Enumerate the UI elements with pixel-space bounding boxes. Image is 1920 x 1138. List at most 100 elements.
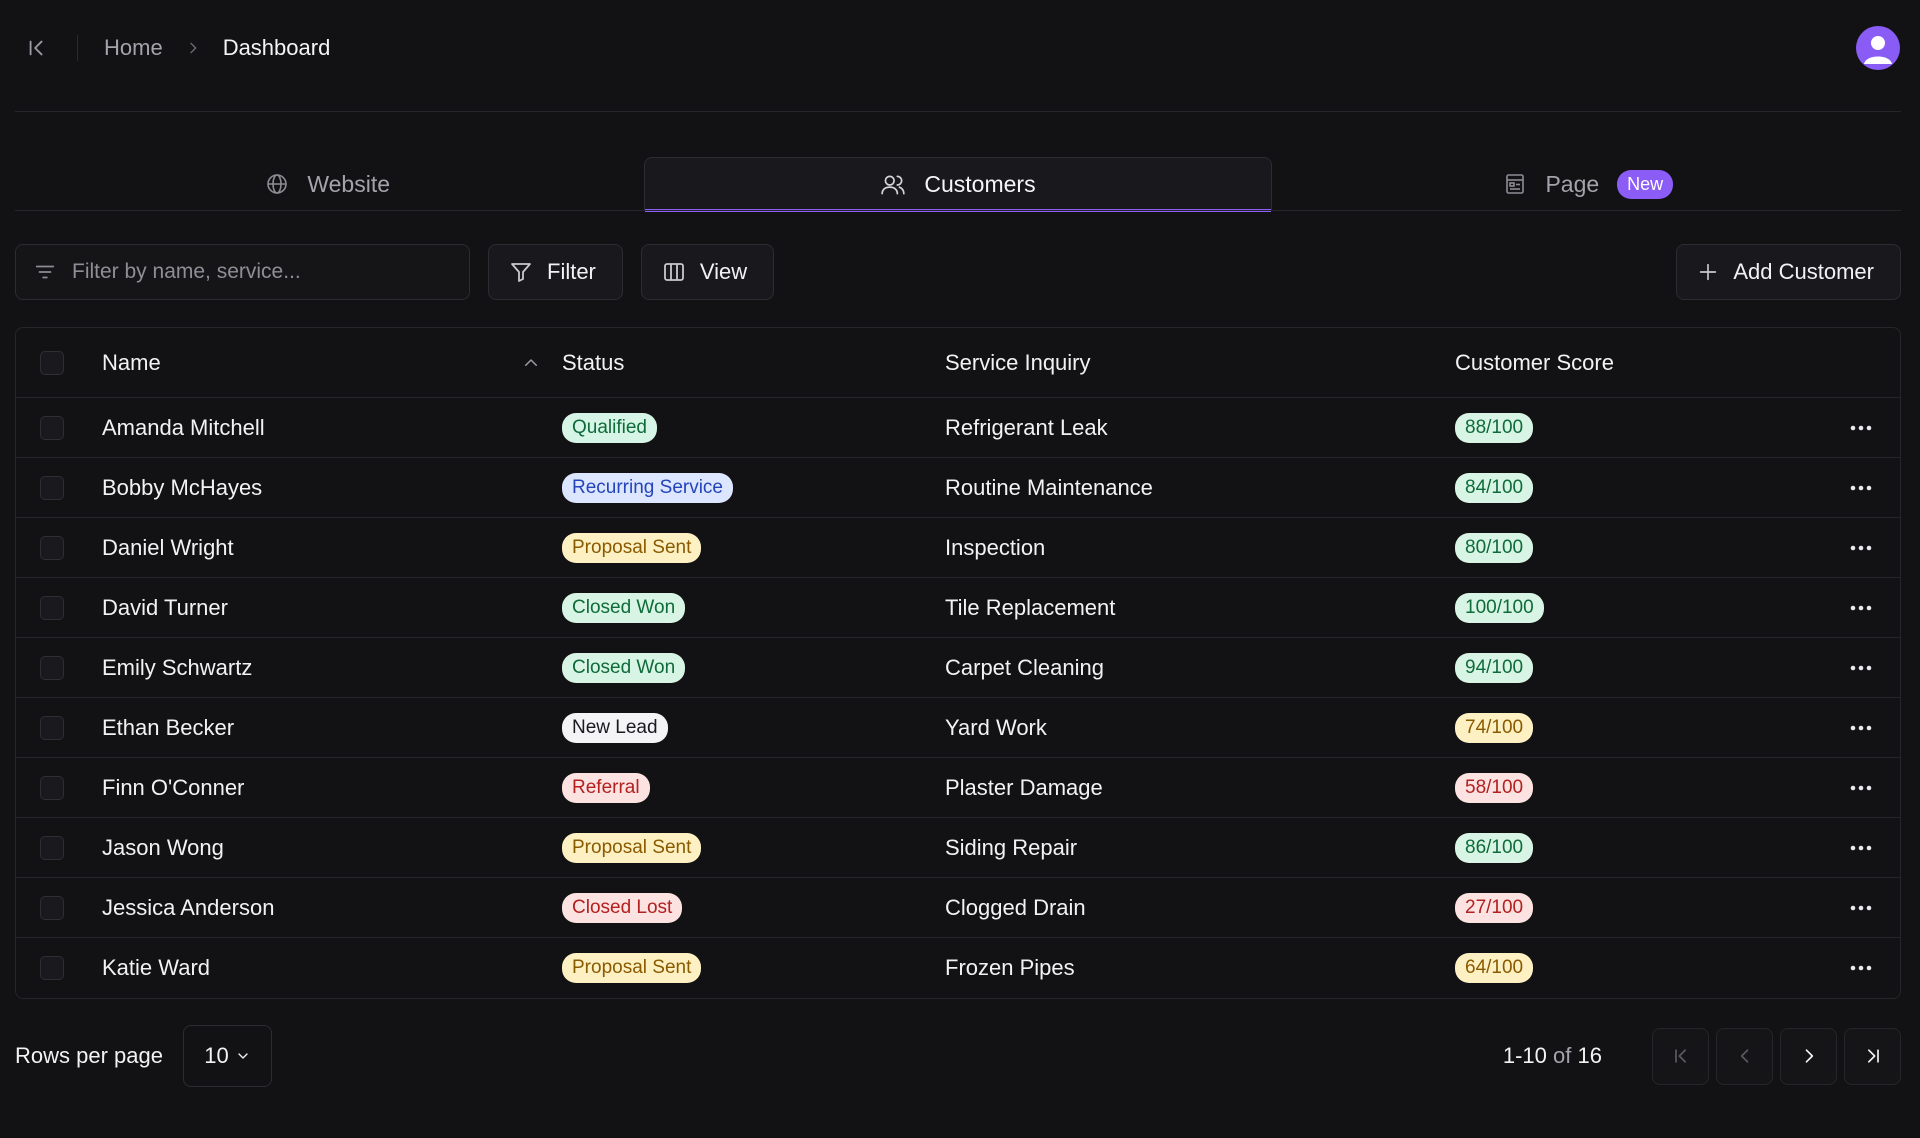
funnel-icon bbox=[509, 260, 533, 284]
breadcrumb: Home Dashboard bbox=[104, 35, 330, 61]
collapse-sidebar-button[interactable] bbox=[15, 26, 59, 70]
previous-page-button[interactable] bbox=[1716, 1027, 1773, 1085]
table-row[interactable]: Amanda Mitchell Qualified Refrigerant Leak… bbox=[16, 398, 1900, 458]
table-row[interactable]: Emily Schwartz Closed Won Carpet Cleaning 9… bbox=[16, 638, 1900, 698]
columns-icon bbox=[662, 260, 686, 284]
more-horizontal-icon bbox=[1850, 665, 1872, 670]
name-header-label: Name bbox=[102, 349, 161, 375]
row-actions-button[interactable] bbox=[1815, 844, 1900, 852]
pagination-footer: Rows per page 10 1-10 of 16 bbox=[15, 1025, 1901, 1087]
row-actions-button[interactable] bbox=[1815, 904, 1900, 912]
more-horizontal-icon bbox=[1850, 905, 1872, 910]
rows-per-page-select[interactable]: 10 bbox=[182, 1025, 272, 1087]
tab-label: Page bbox=[1545, 170, 1600, 197]
search-box bbox=[15, 244, 470, 300]
table-row[interactable]: Bobby McHayes Recurring Service Routine Ma… bbox=[16, 458, 1900, 518]
range-of: of bbox=[1553, 1043, 1572, 1068]
avatar[interactable] bbox=[1856, 26, 1900, 70]
row-checkbox[interactable] bbox=[40, 415, 64, 440]
row-actions-button[interactable] bbox=[1815, 484, 1900, 492]
table-row[interactable]: Daniel Wright Proposal Sent Inspection 80/1… bbox=[16, 518, 1900, 578]
customer-name: Amanda Mitchell bbox=[102, 414, 265, 440]
toolbar: Filter View Add Customer bbox=[15, 244, 1901, 300]
collapse-left-icon bbox=[29, 40, 43, 56]
status-badge: Closed Won bbox=[562, 592, 686, 623]
row-checkbox[interactable] bbox=[40, 835, 64, 860]
row-actions-button[interactable] bbox=[1815, 424, 1900, 432]
row-checkbox[interactable] bbox=[40, 595, 64, 620]
status-badge: Recurring Service bbox=[562, 472, 733, 503]
table-row[interactable]: Ethan Becker New Lead Yard Work 74/100 bbox=[16, 698, 1900, 758]
filter-lines-icon bbox=[34, 261, 56, 283]
customer-name: Ethan Becker bbox=[102, 714, 235, 740]
more-horizontal-icon bbox=[1850, 425, 1872, 430]
service-inquiry: Tile Replacement bbox=[945, 594, 1116, 620]
customer-name: Jessica Anderson bbox=[102, 894, 275, 920]
header-divider bbox=[15, 111, 1901, 112]
page-range: 1-10 of 16 bbox=[1503, 1043, 1602, 1069]
breadcrumb-home[interactable]: Home bbox=[104, 35, 163, 60]
row-actions-button[interactable] bbox=[1815, 544, 1900, 552]
row-checkbox[interactable] bbox=[40, 775, 64, 800]
tab-label: Customers bbox=[924, 171, 1036, 197]
table-row[interactable]: Katie Ward Proposal Sent Frozen Pipes 64/10… bbox=[16, 938, 1900, 998]
row-actions-button[interactable] bbox=[1815, 964, 1900, 972]
row-checkbox[interactable] bbox=[40, 475, 64, 500]
users-icon bbox=[880, 172, 906, 198]
table-row[interactable]: David Turner Closed Won Tile Replacement 10… bbox=[16, 578, 1900, 638]
row-checkbox[interactable] bbox=[40, 956, 64, 980]
score-badge: 84/100 bbox=[1455, 472, 1534, 503]
customer-name: Jason Wong bbox=[102, 834, 224, 860]
tab-customers[interactable]: Customers bbox=[644, 157, 1272, 212]
row-actions-button[interactable] bbox=[1815, 664, 1900, 672]
tab-website[interactable]: Website bbox=[15, 157, 640, 211]
service-inquiry: Refrigerant Leak bbox=[945, 414, 1108, 440]
first-page-button[interactable] bbox=[1652, 1027, 1709, 1085]
status-badge: Closed Won bbox=[562, 652, 686, 683]
row-actions-button[interactable] bbox=[1815, 784, 1900, 792]
service-inquiry: Frozen Pipes bbox=[945, 955, 1075, 980]
row-checkbox[interactable] bbox=[40, 535, 64, 560]
customer-name: Katie Ward bbox=[102, 955, 211, 980]
more-horizontal-icon bbox=[1850, 965, 1872, 971]
search-input[interactable] bbox=[72, 260, 432, 284]
service-inquiry: Yard Work bbox=[945, 714, 1047, 740]
row-checkbox[interactable] bbox=[40, 655, 64, 680]
table-row[interactable]: Finn O'Conner Referral Plaster Damage 58/10… bbox=[16, 758, 1900, 818]
status-badge: Proposal Sent bbox=[562, 532, 702, 563]
service-header: Service Inquiry bbox=[945, 349, 1091, 375]
status-badge: Qualified bbox=[562, 412, 657, 443]
row-checkbox[interactable] bbox=[40, 715, 64, 740]
more-horizontal-icon bbox=[1850, 785, 1872, 790]
row-actions-button[interactable] bbox=[1815, 724, 1900, 732]
score-badge: 58/100 bbox=[1455, 772, 1534, 803]
status-badge: Referral bbox=[562, 772, 650, 803]
row-actions-button[interactable] bbox=[1815, 604, 1900, 612]
score-badge: 80/100 bbox=[1455, 532, 1534, 563]
table-row[interactable]: Jessica Anderson Closed Lost Clogged Drain… bbox=[16, 878, 1900, 938]
chevron-down-icon bbox=[238, 1053, 248, 1059]
customer-name: Finn O'Conner bbox=[102, 774, 245, 800]
service-inquiry: Carpet Cleaning bbox=[945, 654, 1104, 680]
row-checkbox[interactable] bbox=[40, 895, 64, 920]
name-header[interactable]: Name bbox=[102, 350, 562, 376]
filter-label: Filter bbox=[547, 259, 596, 284]
sort-asc-icon[interactable] bbox=[522, 354, 540, 372]
next-page-button[interactable] bbox=[1780, 1027, 1837, 1085]
last-page-button[interactable] bbox=[1844, 1027, 1901, 1085]
view-button[interactable]: View bbox=[640, 244, 775, 300]
service-inquiry: Inspection bbox=[945, 534, 1046, 560]
service-inquiry: Plaster Damage bbox=[945, 774, 1103, 800]
tab-page[interactable]: Page New bbox=[1276, 157, 1901, 211]
divider bbox=[77, 35, 78, 61]
rows-per-page-value: 10 bbox=[204, 1043, 229, 1068]
rows-per-page-label: Rows per page bbox=[15, 1043, 163, 1068]
customer-name: Daniel Wright bbox=[102, 534, 234, 560]
score-badge: 88/100 bbox=[1455, 412, 1534, 443]
select-all-checkbox[interactable] bbox=[40, 350, 64, 375]
table-row[interactable]: Jason Wong Proposal Sent Siding Repair 86/1… bbox=[16, 818, 1900, 878]
more-horizontal-icon bbox=[1850, 605, 1872, 610]
user-icon bbox=[1864, 36, 1892, 64]
add-customer-button[interactable]: Add Customer bbox=[1676, 244, 1901, 300]
filter-button[interactable]: Filter bbox=[488, 244, 623, 300]
